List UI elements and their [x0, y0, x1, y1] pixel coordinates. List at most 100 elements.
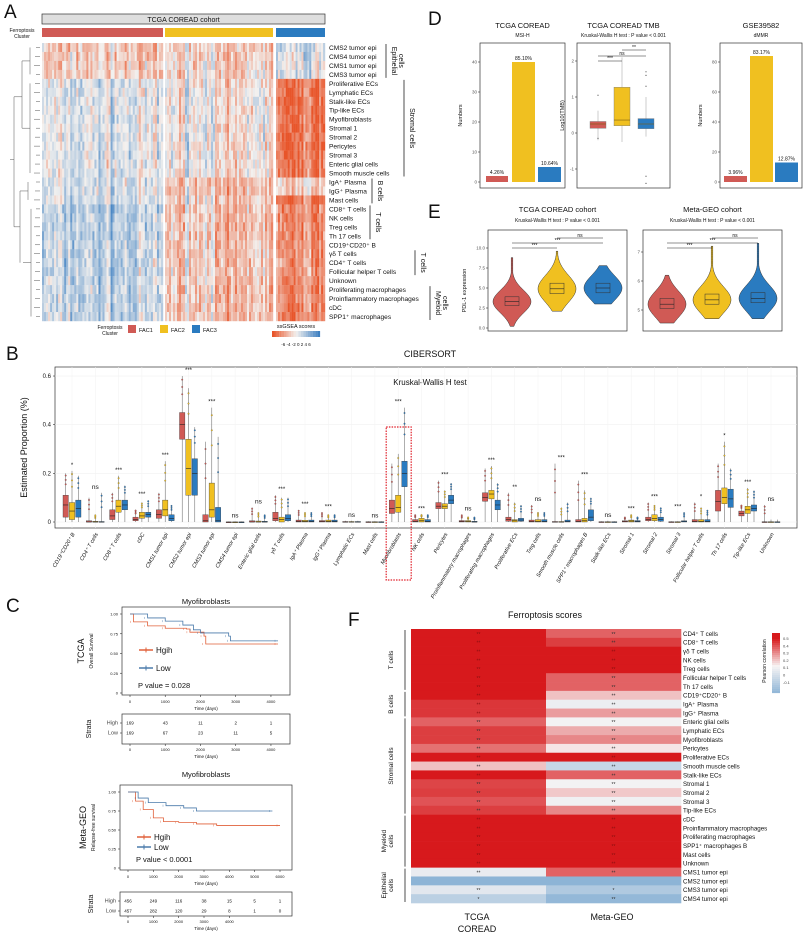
heatmap-cell	[307, 177, 310, 187]
heatmap-cell	[199, 213, 202, 223]
heatmap-cell	[279, 258, 283, 268]
heatmap-cell	[124, 114, 127, 124]
heatmap-cell	[301, 168, 304, 178]
heatmap-cell	[197, 213, 200, 223]
heatmap-cell	[185, 186, 188, 196]
heatmap-cell	[92, 249, 95, 259]
heatmap-cell	[56, 195, 59, 205]
heatmap-cell	[173, 159, 176, 169]
heatmap-cell	[233, 177, 236, 187]
heatmap-cell	[160, 60, 164, 71]
heatmap-cell	[263, 60, 266, 71]
heatmap-cell	[263, 222, 266, 232]
heatmap-cell	[154, 87, 158, 98]
heatmap-cell	[120, 222, 123, 232]
heatmap-cell	[110, 51, 113, 62]
heatmap-cell	[229, 159, 232, 169]
heatmap-cell	[86, 168, 89, 178]
heatmap-cell	[136, 150, 139, 160]
heatmap-cell	[265, 78, 268, 89]
heatmap-cell	[112, 60, 115, 71]
heatmap-cell	[48, 186, 51, 196]
ssgsea-legend-gradient	[272, 331, 275, 337]
heatmap-cell	[257, 177, 260, 187]
heatmap-cell	[44, 150, 47, 160]
heatmap-cell	[104, 114, 107, 124]
heatmap-cell	[269, 87, 272, 98]
heatmap-cell	[287, 204, 290, 214]
heatmap-cell	[317, 195, 320, 205]
heatmap-cell	[84, 96, 87, 106]
heatmap-cell	[84, 294, 87, 304]
heatmap-cell	[299, 294, 302, 304]
heatmap-cell	[169, 78, 172, 89]
heatmap-cell	[158, 43, 162, 53]
heatmap-cell	[245, 87, 248, 98]
x-tick-label: Proliferative ECs	[494, 532, 520, 571]
heatmap-cell	[285, 213, 288, 223]
heatmap-cell	[253, 222, 256, 232]
heatmap-cell	[277, 240, 281, 250]
box-FAC1	[482, 492, 488, 502]
heatmap-cell	[110, 312, 113, 322]
heatmap-cell	[84, 51, 87, 62]
heatmap-cell	[233, 132, 236, 142]
heatmap-cell	[88, 312, 91, 322]
heatmap-cell	[197, 60, 200, 71]
row-label: Smooth muscle cells	[329, 171, 390, 178]
heatmap-cell	[197, 285, 200, 295]
heatmap-cell	[305, 150, 308, 160]
y-tick-label: 5	[637, 308, 640, 313]
heatmap-cell	[50, 141, 53, 151]
heatmap-cell	[293, 78, 296, 89]
heatmap-cell	[62, 312, 65, 322]
heatmap-cell	[199, 60, 202, 71]
heatmap-cell	[301, 150, 304, 160]
heatmap-cell	[177, 60, 180, 71]
heatmap-cell	[98, 186, 101, 196]
heatmap-cell	[227, 258, 230, 268]
heatmap-cell	[303, 105, 306, 115]
heatmap-cell	[267, 258, 270, 268]
heatmap-cell	[78, 168, 81, 178]
outlier-point	[274, 502, 277, 505]
heatmap-cell	[289, 186, 292, 196]
heatmap-cell	[276, 159, 279, 169]
heatmap-cell	[142, 285, 146, 295]
heatmap-cell	[293, 312, 296, 322]
heatmap-cell	[217, 177, 220, 187]
heatmap-cell	[120, 204, 123, 214]
heatmap-cell	[58, 43, 61, 53]
heatmap-cell	[219, 312, 222, 322]
heatmap-cell	[171, 123, 174, 133]
heatmap-cell	[269, 231, 272, 241]
heatmap-cell	[173, 186, 176, 196]
heatmap-cell	[58, 213, 61, 223]
heatmap-cell	[261, 267, 264, 277]
heatmap-cell	[217, 276, 220, 286]
heatmap-cell	[102, 231, 105, 241]
heatmap-cell	[68, 60, 71, 71]
heatmap-cell	[289, 141, 292, 151]
heatmap-cell	[297, 204, 300, 214]
heatmap-cell	[315, 177, 318, 187]
heatmap-cell	[154, 312, 158, 322]
heatmap-cell	[94, 69, 97, 80]
heatmap-cell	[291, 204, 294, 214]
heatmap-cell	[199, 240, 202, 250]
heatmap-cell	[90, 294, 93, 304]
heatmap-cell	[114, 123, 117, 133]
heatmap-cell	[110, 249, 113, 259]
heatmap-cell	[106, 105, 109, 115]
heatmap-cell	[213, 294, 216, 304]
heatmap-cell	[68, 123, 71, 133]
heatmap-cell	[193, 168, 196, 178]
heatmap-cell	[259, 312, 262, 322]
heatmap-cell	[136, 177, 139, 187]
bar-data-label: 12.87%	[778, 157, 796, 163]
x-tick-label: cDC	[136, 532, 147, 544]
heatmap-cell	[175, 258, 178, 268]
violin-frame-E1	[487, 229, 628, 332]
heatmap-cell	[142, 141, 146, 151]
heatmap-cell	[92, 204, 95, 214]
